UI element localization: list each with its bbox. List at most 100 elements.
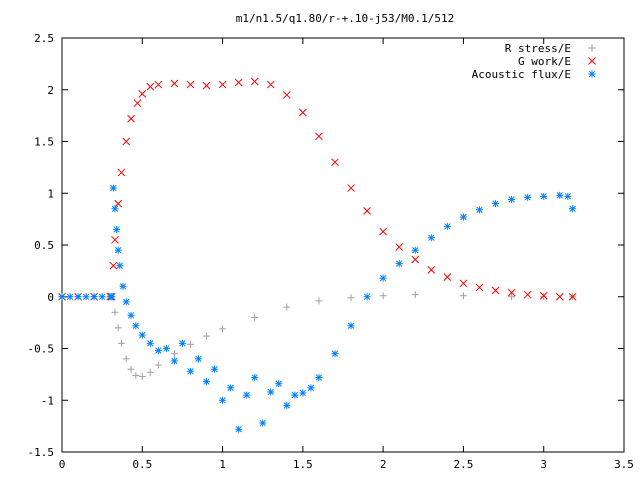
data-point [395, 243, 404, 251]
data-point [540, 192, 548, 200]
data-point [523, 290, 532, 299]
data-point [202, 81, 211, 90]
data-point [556, 191, 564, 199]
data-point [178, 339, 186, 347]
series-1 [58, 291, 577, 380]
data-point [524, 193, 532, 201]
data-point [427, 265, 436, 274]
data-point [508, 293, 516, 301]
series-2 [58, 77, 577, 301]
data-point [569, 205, 577, 213]
legend-marker [588, 44, 596, 52]
data-point [117, 168, 126, 177]
data-point [555, 292, 564, 301]
data-point [154, 347, 162, 355]
y-tick-label: 0.5 [34, 239, 54, 252]
data-point [127, 365, 135, 373]
data-point [299, 108, 307, 117]
data-point [170, 350, 178, 358]
x-tick-label: 2 [380, 458, 387, 471]
data-point [133, 99, 142, 108]
chart-title: m1/n1.5/q1.80/r-+.10-j53/M0.1/512 [236, 12, 455, 25]
data-point [251, 313, 259, 321]
data-point [331, 350, 339, 358]
data-point [234, 78, 243, 87]
data-point [459, 292, 467, 300]
legend-marker [588, 57, 596, 65]
data-point [275, 380, 283, 388]
x-tick-label: 0 [59, 458, 66, 471]
data-point [211, 365, 219, 373]
axes: 0 0.5 1 1.5 2 2.5 3 3.5 2.5 2 1.5 1 0.5 0 -0.5 -1 -1.5 [28, 32, 634, 471]
data-point [203, 378, 211, 386]
legend-marker [588, 70, 596, 78]
data-point [219, 396, 227, 404]
data-point [411, 255, 420, 264]
data-point [186, 340, 194, 348]
data-point [508, 195, 516, 203]
data-point [116, 262, 124, 270]
data-point [379, 227, 387, 236]
data-point [98, 293, 106, 301]
y-tick-label: -0.5 [28, 343, 55, 356]
data-point [243, 391, 251, 399]
y-tick-label: -1.5 [28, 446, 55, 459]
data-point [111, 308, 119, 316]
data-point [122, 298, 130, 306]
data-point [138, 372, 146, 380]
data-point [299, 389, 307, 397]
data-point [114, 199, 123, 208]
data-point [491, 286, 500, 295]
legend-label: G work/E [518, 55, 571, 68]
data-point [203, 332, 211, 340]
data-point [132, 322, 140, 330]
data-point [492, 200, 500, 208]
data-point [251, 373, 259, 381]
data-point [283, 401, 291, 409]
data-point [127, 311, 135, 319]
data-point [227, 384, 235, 392]
data-point [347, 184, 355, 192]
data-point [108, 293, 116, 301]
x-tick-label: 3.5 [614, 458, 634, 471]
data-point [475, 206, 483, 214]
series-3 [58, 184, 577, 433]
data-point [127, 114, 135, 123]
y-tick-label: 1.5 [34, 136, 54, 149]
data-point [146, 82, 155, 91]
data-point [291, 391, 299, 399]
data-point [267, 388, 275, 396]
data-point [250, 77, 259, 86]
data-point [90, 293, 98, 301]
data-point [331, 158, 339, 167]
data-point [122, 137, 131, 146]
data-point [568, 292, 577, 301]
data-point [138, 331, 146, 339]
data-point [379, 274, 387, 282]
data-point [379, 292, 387, 300]
data-point [363, 206, 371, 215]
data-point [66, 293, 74, 301]
data-point [411, 291, 419, 299]
legend-label: Acoustic flux/E [472, 68, 571, 81]
data-point [170, 357, 178, 365]
data-point [347, 322, 355, 330]
y-tick-label: 2.5 [34, 32, 54, 45]
plot-area-frame [61, 37, 625, 453]
x-tick-label: 0.5 [132, 458, 152, 471]
data-point [219, 325, 227, 333]
data-point [154, 361, 162, 369]
data-point [186, 80, 195, 89]
data-point [111, 205, 119, 213]
data-point [119, 282, 127, 290]
data-point [540, 293, 548, 301]
data-point [114, 246, 122, 254]
data-point [138, 90, 147, 98]
data-point [443, 273, 452, 281]
data-point [170, 79, 179, 88]
x-tick-label: 1 [219, 458, 226, 471]
y-tick-label: 0 [47, 291, 54, 304]
data-point [507, 288, 516, 297]
